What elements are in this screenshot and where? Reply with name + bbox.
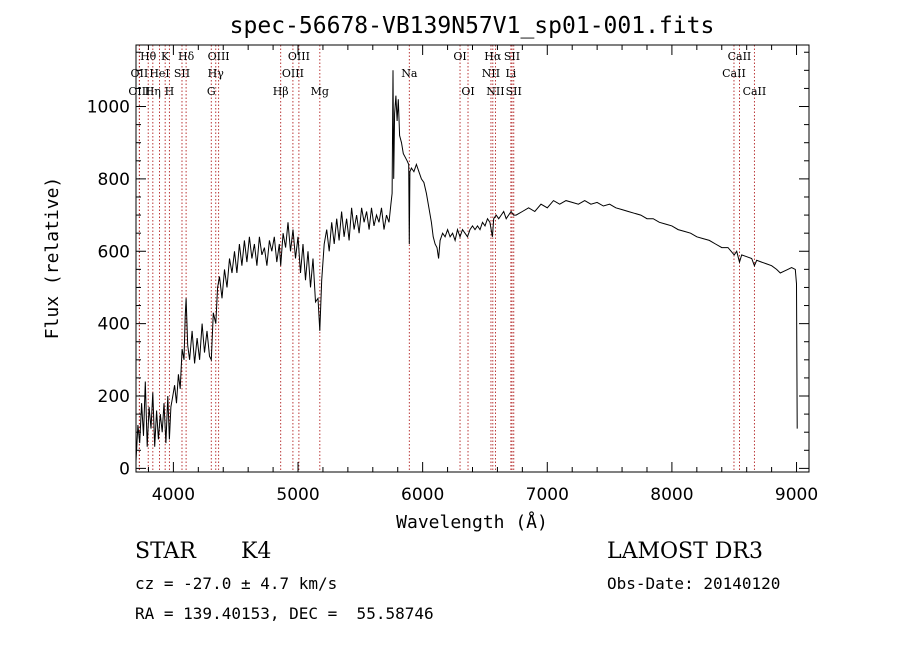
y-tick-label: 1000 bbox=[87, 98, 130, 118]
object-class: STAR bbox=[135, 539, 196, 564]
line-marker-label: G bbox=[207, 85, 216, 98]
x-tick-label: 6000 bbox=[401, 485, 444, 505]
spectrum-chart: spec-56678-VB139N57V1_sp01-001.fits Hθ OI… bbox=[42, 13, 818, 533]
chart-title: spec-56678-VB139N57V1_sp01-001.fits bbox=[230, 13, 715, 39]
coordinates: RA = 139.40153, DEC = 55.58746 bbox=[135, 604, 434, 623]
line-marker-label: NII bbox=[486, 85, 504, 98]
spectrum-line bbox=[135, 70, 798, 462]
object-subclass: K4 bbox=[241, 539, 272, 564]
survey-name: LAMOST DR3 bbox=[607, 539, 763, 564]
line-marker-label: SII bbox=[504, 50, 520, 63]
line-marker-label: Hδ bbox=[178, 50, 195, 63]
line-marker-label: HeI bbox=[149, 67, 169, 80]
line-marker-label: OII bbox=[131, 67, 149, 80]
line-marker-label: Mg bbox=[311, 85, 329, 98]
x-axis-label: Wavelength (Å) bbox=[396, 511, 548, 533]
line-marker-label: Hβ bbox=[273, 85, 289, 98]
line-marker-label: OIII bbox=[208, 50, 230, 63]
line-marker-label: OI bbox=[453, 50, 466, 63]
y-tick-label: 200 bbox=[98, 387, 130, 407]
line-marker-label: H bbox=[165, 85, 175, 98]
line-marker-label: CaII bbox=[728, 50, 752, 63]
y-axis-ticks: 0 200 400 600 800 1000 bbox=[87, 51, 809, 479]
x-tick-label: 9000 bbox=[775, 485, 818, 505]
line-marker-label: CaII bbox=[743, 85, 767, 98]
y-axis-label: Flux (relative) bbox=[42, 177, 63, 340]
x-axis-ticks: 4000 5000 6000 7000 8000 9000 bbox=[147, 45, 818, 505]
line-marker-label: Hγ bbox=[208, 67, 225, 80]
y-tick-label: 400 bbox=[98, 315, 130, 335]
line-marker-label: Na bbox=[401, 67, 418, 80]
obs-date: Obs-Date: 20140120 bbox=[607, 574, 781, 593]
x-tick-label: 4000 bbox=[152, 485, 195, 505]
line-marker-label: OIII bbox=[282, 67, 304, 80]
line-marker-label: Li bbox=[505, 67, 516, 80]
line-marker-label: CaII bbox=[722, 67, 746, 80]
line-marker-label: SII bbox=[174, 67, 190, 80]
line-marker-label: Hθ bbox=[140, 50, 157, 63]
x-tick-label: 8000 bbox=[650, 485, 693, 505]
y-tick-label: 600 bbox=[98, 242, 130, 262]
line-marker-label: SII bbox=[506, 85, 522, 98]
line-marker-label: OIII bbox=[288, 50, 310, 63]
line-marker-label: Hα bbox=[484, 50, 502, 63]
line-marker-label: K bbox=[161, 50, 170, 63]
y-tick-label: 0 bbox=[119, 459, 130, 479]
x-tick-label: 5000 bbox=[276, 485, 319, 505]
line-marker-label: Hη bbox=[145, 85, 161, 98]
line-marker-label: OIII bbox=[128, 85, 150, 98]
x-tick-label: 7000 bbox=[526, 485, 569, 505]
spectral-line-markers bbox=[138, 45, 755, 472]
velocity-readout: cz = -27.0 ± 4.7 km/s bbox=[135, 574, 338, 593]
line-marker-label: OI bbox=[461, 85, 474, 98]
plot-frame bbox=[135, 44, 810, 473]
spectral-line-labels: Hθ OII OIII HeI Hη K H SII Hδ OIII Hγ G OIII OIII Hβ Mg… bbox=[128, 50, 766, 98]
y-tick-label: 800 bbox=[98, 170, 130, 190]
line-marker-label: NII bbox=[482, 67, 500, 80]
